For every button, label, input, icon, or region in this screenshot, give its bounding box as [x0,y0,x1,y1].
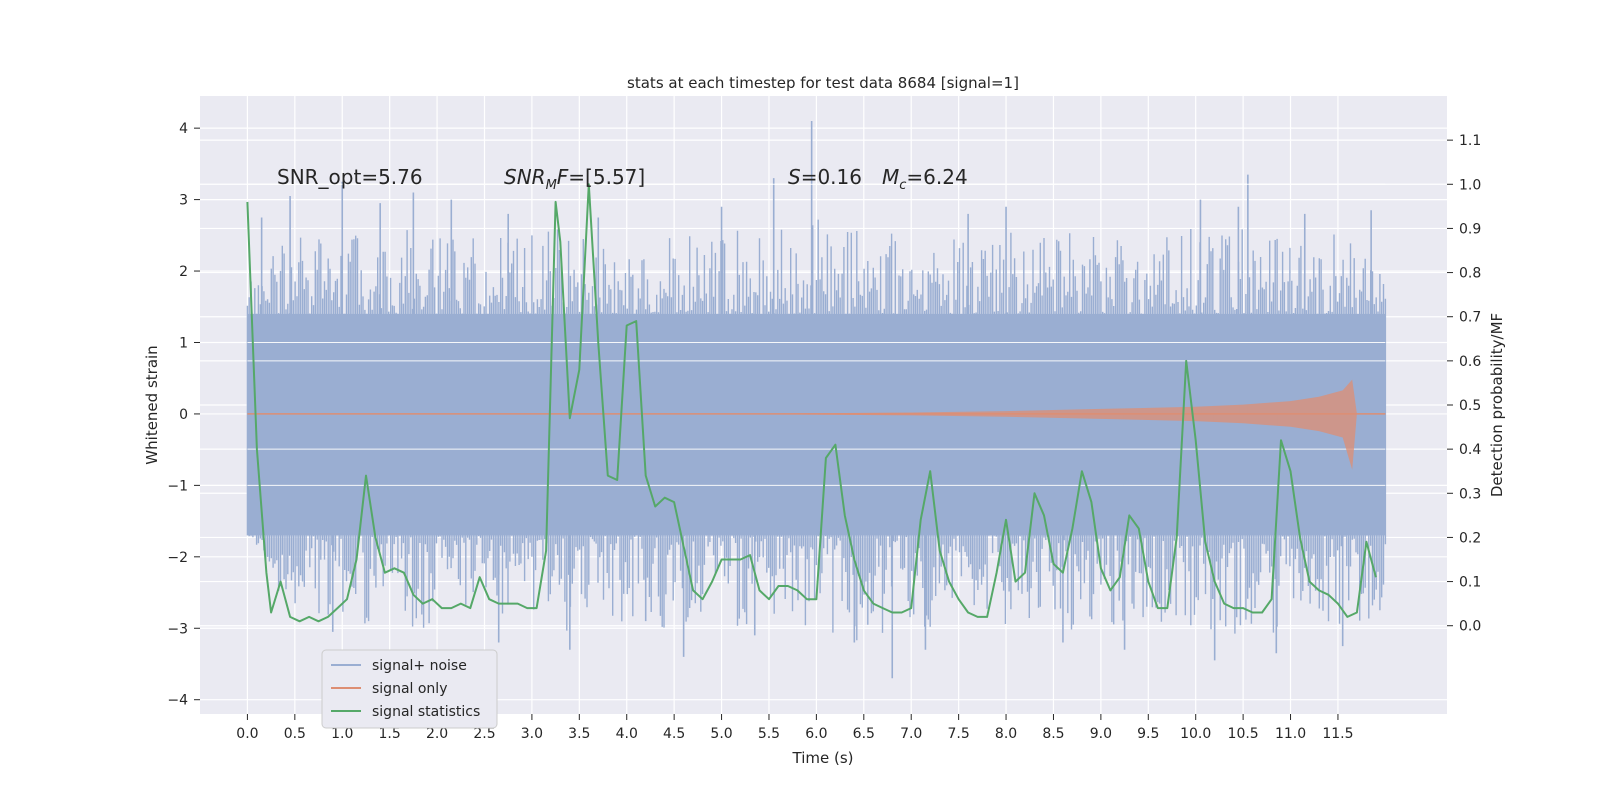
x-tick-label: 6.0 [805,726,827,742]
y2-tick-label: 0.3 [1459,486,1481,502]
y-tick-label: −1 [167,478,188,494]
x-tick-label: 7.0 [900,726,922,742]
x-tick-label: 9.0 [1090,726,1112,742]
annotations: SNR_opt=5.76 SNRMF=[5.57] S=0.16 Mc=6.24 [277,165,968,193]
y2-tick-label: 0.7 [1459,310,1481,326]
noise-core-band [247,313,1386,536]
x-tick-label: 8.5 [1042,726,1064,742]
y2-tick-label: 1.1 [1459,133,1481,149]
legend: signal+ noise signal only signal statist… [321,649,498,729]
signal-statistics-series [246,183,1377,623]
y-tick-label: 4 [179,121,188,137]
y-tick-label: 0 [179,407,188,423]
signal-statistics-line [246,183,1377,623]
x-tick-label: 0.0 [236,726,258,742]
x-tick-label: 2.5 [473,726,495,742]
legend-label-signal-statistics: signal statistics [372,704,480,720]
y-tick-label: −4 [167,693,188,709]
x-tick-label: 1.5 [379,726,401,742]
y2-tick-label: 0.6 [1459,354,1481,370]
y2-tick-label: 0.4 [1459,442,1481,458]
x-tick-label: 2.0 [426,726,448,742]
y2-axis-ticks: 1.1 1.0 0.9 0.8 0.7 0.6 0.5 0.4 0.3 0.2 0.1 0.0 [1447,133,1481,635]
x-tick-label: 3.5 [568,726,590,742]
legend-label-signal-noise: signal+ noise [372,658,467,674]
y-tick-label: −2 [167,550,188,566]
annotation-s: S=0.16 [788,165,862,189]
y-tick-label: 2 [179,264,188,280]
x-tick-label: 9.5 [1137,726,1159,742]
x-tick-label: 3.0 [521,726,543,742]
x-tick-label: 8.0 [995,726,1017,742]
x-tick-label: 4.0 [616,726,638,742]
x-tick-label: 11.0 [1275,726,1306,742]
legend-label-signal-only: signal only [372,681,447,697]
x-tick-label: 10.0 [1180,726,1211,742]
y2-tick-label: 1.0 [1459,177,1481,193]
x-tick-label: 4.5 [663,726,685,742]
x-tick-label: 1.0 [331,726,353,742]
x-tick-label: 5.0 [710,726,732,742]
x-tick-label: 7.5 [947,726,969,742]
y-tick-label: −3 [167,621,188,637]
y-tick-label: 1 [179,335,188,351]
x-tick-label: 5.5 [758,726,780,742]
annotation-mc: Mc=6.24 [882,165,968,193]
x-tick-label: 0.5 [284,726,306,742]
x-tick-label: 10.5 [1228,726,1259,742]
y2-tick-label: 0.2 [1459,530,1481,546]
x-tick-label: 6.5 [853,726,875,742]
annotation-snr-opt: SNR_opt=5.76 [277,165,423,189]
y2-tick-label: 0.1 [1459,575,1481,591]
y-tick-label: 3 [179,193,188,209]
annotation-mc-value: =6.24 [906,165,967,189]
x-axis-label: Time (s) [792,749,854,767]
y2-tick-label: 0.0 [1459,619,1481,635]
legend-box [321,649,498,729]
y-axis-ticks: 4 3 2 1 0 −1 −2 −3 −4 [167,121,200,709]
chart-title: stats at each timestep for test data 868… [627,74,1019,92]
annotation-s-value: =0.16 [801,165,862,189]
y2-tick-label: 0.5 [1459,398,1481,414]
y2-axis-label: Detection probability/MF [1488,313,1506,497]
x-tick-label: 11.5 [1322,726,1353,742]
annotation-snr-mf-value: =[5.57] [568,165,645,189]
annotation-snr-mf: SNRMF=[5.57] [504,165,645,193]
noise-series [246,121,1387,679]
y-axis-label: Whitened strain [143,345,161,464]
y2-tick-label: 0.8 [1459,266,1481,282]
y2-tick-label: 0.9 [1459,221,1481,237]
x-axis-ticks: 0.0 0.5 1.0 1.5 2.0 2.5 3.0 3.5 4.0 4.5 5.0 5.5 6.0 6… [236,714,1354,742]
signal-only-series [247,379,1386,470]
